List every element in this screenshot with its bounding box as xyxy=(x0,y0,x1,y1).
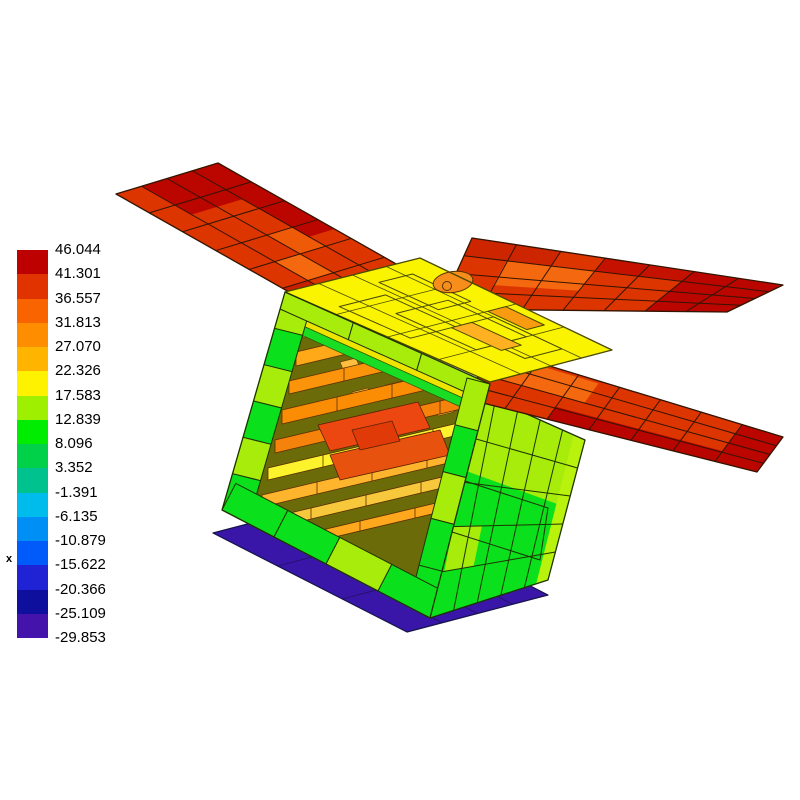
temperature-legend: 46.044 41.301 36.557 31.813 27.070 22.326 17.5… xyxy=(0,0,130,800)
body-front-outline xyxy=(221,291,491,619)
legend-value: 22.326 xyxy=(55,362,101,380)
legend-band xyxy=(17,565,48,590)
legend-value: 46.044 xyxy=(55,241,101,258)
legend-value: -6.135 xyxy=(55,507,98,525)
legend-band xyxy=(17,347,48,372)
legend-value: -1.391 xyxy=(55,483,98,501)
legend-value: 12.839 xyxy=(55,410,101,428)
legend-band xyxy=(17,541,48,566)
legend-value: 27.070 xyxy=(55,338,101,355)
right-upper-solar-array xyxy=(439,237,784,313)
legend-band xyxy=(17,516,48,541)
legend-value: 8.096 xyxy=(55,435,93,452)
legend-value: 41.301 xyxy=(55,265,101,283)
legend-value: 31.813 xyxy=(55,313,101,331)
legend-value: -10.879 xyxy=(55,532,106,549)
legend-band xyxy=(17,322,48,347)
legend-value: -25.109 xyxy=(55,604,106,622)
body-top-deck xyxy=(284,257,613,383)
legend-band xyxy=(17,371,48,396)
legend-value: 17.583 xyxy=(55,386,101,404)
legend-band xyxy=(17,492,48,517)
legend-value: -15.622 xyxy=(55,556,106,574)
legend-band xyxy=(17,298,48,323)
legend-band xyxy=(17,250,48,275)
legend-value: 3.352 xyxy=(55,459,93,477)
legend-band xyxy=(17,274,48,299)
legend-value: -20.366 xyxy=(55,580,106,598)
legend-band xyxy=(17,444,48,469)
legend-value: -29.853 xyxy=(55,629,106,646)
legend-band xyxy=(17,419,48,444)
legend-colorbar xyxy=(17,250,48,638)
axis-marker-x: x xyxy=(6,553,13,565)
legend-band xyxy=(17,468,48,493)
legend-band xyxy=(17,613,48,638)
legend-band xyxy=(17,589,48,614)
legend-band xyxy=(17,395,48,420)
legend-value: 36.557 xyxy=(55,289,101,307)
